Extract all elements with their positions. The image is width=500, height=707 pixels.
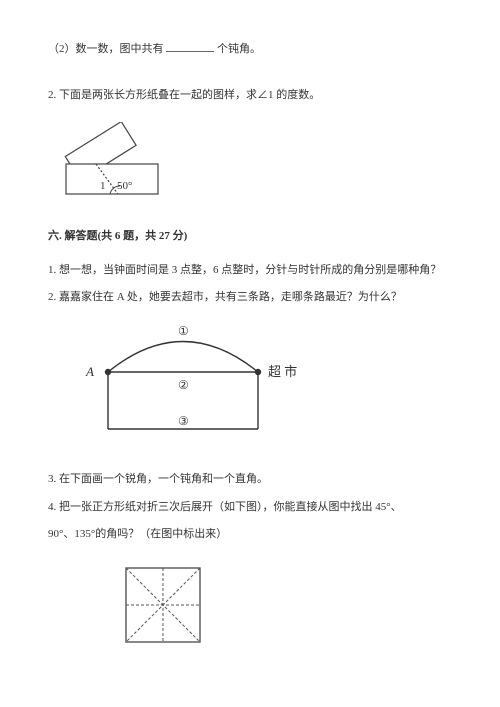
label-market: 超 市: [268, 364, 297, 379]
route-1-label: ①: [178, 324, 189, 338]
question-2b: 2. 下面是两张长方形纸叠在一起的图样，求∠1 的度数。: [48, 87, 452, 105]
question-6-4-line1: 4. 把一张正方形纸对折三次后展开（如下图），你能直接从图中找出 45°、: [48, 499, 452, 517]
question-6-1: 1. 想一想，当钟面时间是 3 点整，6 点整时，分针与时针所成的角分别是哪种角…: [48, 262, 452, 280]
question-6-2: 2. 嘉嘉家住在 A 处，她要去超市，共有三条路，走哪条路最近？为什么？: [48, 289, 452, 307]
question-6-3: 3. 在下面画一个锐角，一个钝角和一个直角。: [48, 471, 452, 489]
blank-fill[interactable]: [166, 40, 214, 52]
route-2-label: ②: [178, 378, 189, 392]
section-6-title: 六. 解答题(共 6 题，共 27 分): [48, 228, 452, 246]
angle-1-label: 1: [100, 180, 106, 192]
question-text: 4. 把一张正方形纸对折三次后展开（如下图），你能直接从图中找出 45°、: [48, 501, 402, 513]
question-text: 90°、135°的角吗？（在图中标出来）: [48, 528, 227, 540]
question-text: 1. 想一想，当钟面时间是 3 点整，6 点整时，分针与时针所成的角分别是哪种角…: [48, 264, 441, 276]
section-title-text: 六. 解答题(共 6 题，共 27 分): [48, 230, 187, 242]
question-2-sub2: （2）数一数，图中共有 个钝角。: [48, 40, 452, 59]
question-text: 2. 嘉嘉家住在 A 处，她要去超市，共有三条路，走哪条路最近？为什么？: [48, 291, 402, 303]
figure-folded-square: [118, 560, 452, 650]
figure-overlap-rectangles: 1 50°: [48, 122, 452, 202]
question-6-4-line2: 90°、135°的角吗？（在图中标出来）: [48, 526, 452, 544]
figure-three-routes: A 超 市 ① ② ③: [78, 317, 452, 447]
text-prefix: （2）数一数，图中共有: [48, 43, 164, 55]
route-3-label: ③: [178, 414, 189, 428]
question-text: 3. 在下面画一个锐角，一个钝角和一个直角。: [48, 473, 268, 485]
question-text: 2. 下面是两张长方形纸叠在一起的图样，求∠1 的度数。: [48, 89, 320, 101]
label-A: A: [85, 364, 94, 379]
text-suffix: 个钝角。: [217, 43, 261, 55]
